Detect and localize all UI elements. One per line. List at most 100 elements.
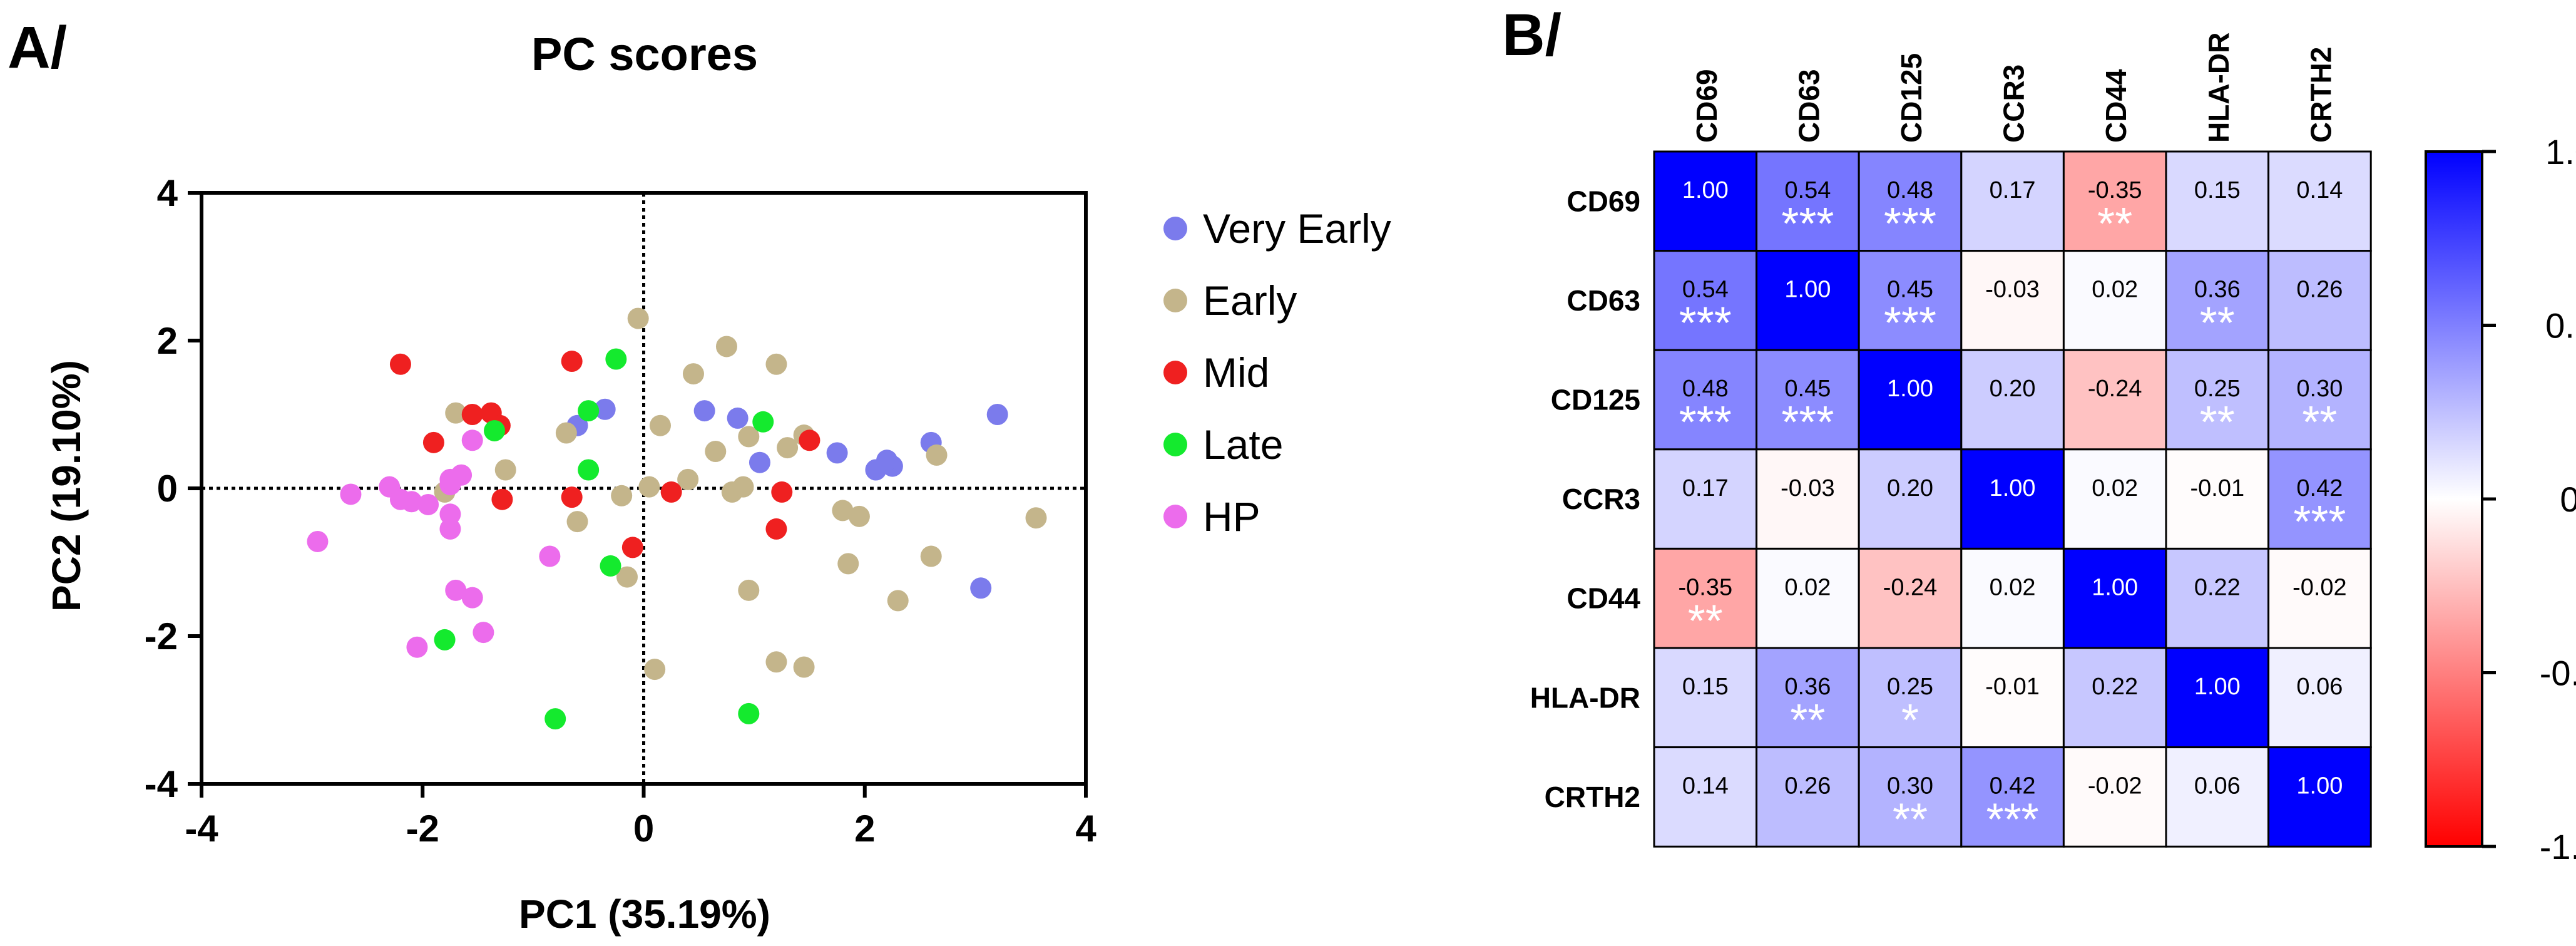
heatmap-cell: 0.02 — [2062, 448, 2167, 550]
heatmap-cell: 1.00 — [2165, 647, 2270, 749]
cell-value: -0.24 — [1883, 574, 1938, 600]
heatmap-cell-fill — [2062, 547, 2167, 649]
column-label: HLA-DR — [2202, 33, 2235, 143]
heatmap-cell-fill — [2165, 547, 2270, 649]
heatmap-cell: 0.06 — [2165, 746, 2270, 848]
cell-value: 1.00 — [1990, 475, 2036, 501]
heatmap-cell: 0.22 — [2062, 647, 2167, 749]
cell-value: -0.35 — [1678, 574, 1732, 600]
row-label: HLA-DR — [1530, 681, 1640, 714]
data-point — [605, 348, 627, 370]
cell-value: -0.35 — [2088, 177, 2142, 203]
cell-value: 1.00 — [2296, 773, 2343, 799]
cell-value: -0.03 — [1985, 277, 2040, 303]
legend-item: Very Early — [1163, 205, 1391, 252]
colorbar-gradient — [2425, 150, 2483, 848]
y-tick-label: 4 — [157, 172, 178, 214]
cell-value: 0.42 — [2296, 475, 2343, 501]
heatmap-cell-fill — [1960, 547, 2065, 649]
data-point — [738, 702, 760, 724]
heatmap-cell: -0.24 — [1858, 547, 1963, 649]
y-tick-label: 2 — [157, 320, 178, 362]
x-tick-label: 4 — [1075, 808, 1096, 850]
data-point — [434, 629, 456, 650]
data-point — [401, 491, 422, 513]
significance-stars: *** — [2293, 497, 2346, 547]
heatmap-cell-fill — [1858, 349, 1963, 451]
cell-value: 0.20 — [1887, 475, 1933, 501]
significance-stars: * — [1901, 696, 1919, 746]
heatmap-cell-fill — [1858, 250, 1963, 351]
heatmap-cell-fill — [1756, 647, 1860, 749]
cell-value: 1.00 — [1887, 376, 1933, 402]
series-early — [434, 307, 1047, 681]
heatmap-row-labels: CD69 CD63 CD125 CCR3 CD44 HLA-DR CRTH2 — [1530, 185, 1641, 813]
colorbar-tick-label: 0.5 — [2545, 306, 2576, 346]
data-point — [422, 431, 444, 453]
legend-label: HP — [1203, 493, 1260, 540]
data-point — [765, 518, 787, 540]
data-point — [649, 414, 671, 436]
data-point — [715, 336, 737, 357]
data-point — [832, 500, 854, 522]
cell-value: 0.15 — [1682, 674, 1729, 700]
cell-value: 0.20 — [1990, 376, 2036, 402]
significance-stars: *** — [1884, 299, 1936, 349]
data-point — [876, 450, 898, 471]
heatmap-cell-fill — [1960, 647, 2065, 749]
column-label: CD44 — [2100, 69, 2132, 143]
heatmap-cell: -0.01 — [2165, 448, 2270, 550]
data-point — [555, 422, 577, 444]
data-point — [439, 503, 461, 525]
y-tick-label: 0 — [157, 468, 178, 510]
heatmap-cell: 0.15 — [1653, 647, 1758, 749]
data-point — [461, 429, 483, 451]
heatmap-cell: 0.20 — [1858, 448, 1963, 550]
data-point — [566, 511, 588, 533]
heatmap-cell: 0.02 — [1756, 547, 1860, 649]
x-axis-title: PC1 (35.19%) — [519, 892, 770, 937]
significance-stars: ** — [2200, 398, 2235, 448]
heatmap-cells: 1.00 0.54***0.48***0.17 -0.35**0.15 0.140.5… — [1653, 150, 2372, 848]
x-tick-label: 2 — [854, 808, 875, 850]
row-label: CD69 — [1567, 185, 1640, 217]
cell-value: 0.22 — [2194, 574, 2241, 600]
significance-stars: ** — [1790, 696, 1825, 746]
cell-value: 1.00 — [2092, 574, 2138, 600]
heatmap-cell-fill — [2165, 150, 2270, 252]
data-point — [340, 483, 362, 505]
heatmap-cell: 0.30** — [2267, 349, 2372, 451]
row-label: CD125 — [1551, 384, 1640, 416]
heatmap-cell-fill — [2165, 448, 2270, 550]
data-point — [561, 351, 583, 373]
cell-value: -0.03 — [1781, 475, 1835, 501]
data-point — [749, 451, 770, 473]
data-point — [732, 476, 754, 498]
heatmap-cell-fill — [1858, 647, 1963, 749]
cell-value: 1.00 — [1784, 277, 1831, 303]
data-point — [920, 545, 942, 567]
heatmap-cell: -0.03 — [1756, 448, 1860, 550]
scatter-y-ticks: -4 -2 0 2 4 — [145, 172, 202, 805]
panel-a-label: A/ — [8, 14, 67, 81]
data-point — [544, 708, 566, 730]
heatmap-cell: 0.54*** — [1756, 150, 1860, 252]
scatter-title: PC scores — [531, 28, 758, 80]
colorbar-tick-label: -0.5 — [2540, 654, 2576, 693]
heatmap-cell-fill — [2165, 250, 2270, 351]
data-point — [445, 579, 467, 601]
heatmap-cell-fill — [1960, 150, 2065, 252]
x-tick-label: -2 — [406, 808, 439, 850]
cell-value: 0.30 — [1887, 773, 1933, 799]
heatmap-cell: 0.42*** — [1960, 746, 2065, 848]
heatmap-cell: 1.00 — [2062, 547, 2167, 649]
heatmap-cell: 0.15 — [2165, 150, 2270, 252]
series-mid — [389, 351, 820, 558]
data-point — [644, 659, 666, 681]
legend-label: Very Early — [1203, 205, 1391, 252]
data-point — [826, 442, 848, 464]
cell-value: 0.02 — [2092, 277, 2138, 303]
x-tick-label: 0 — [633, 808, 654, 850]
data-point — [439, 518, 461, 540]
